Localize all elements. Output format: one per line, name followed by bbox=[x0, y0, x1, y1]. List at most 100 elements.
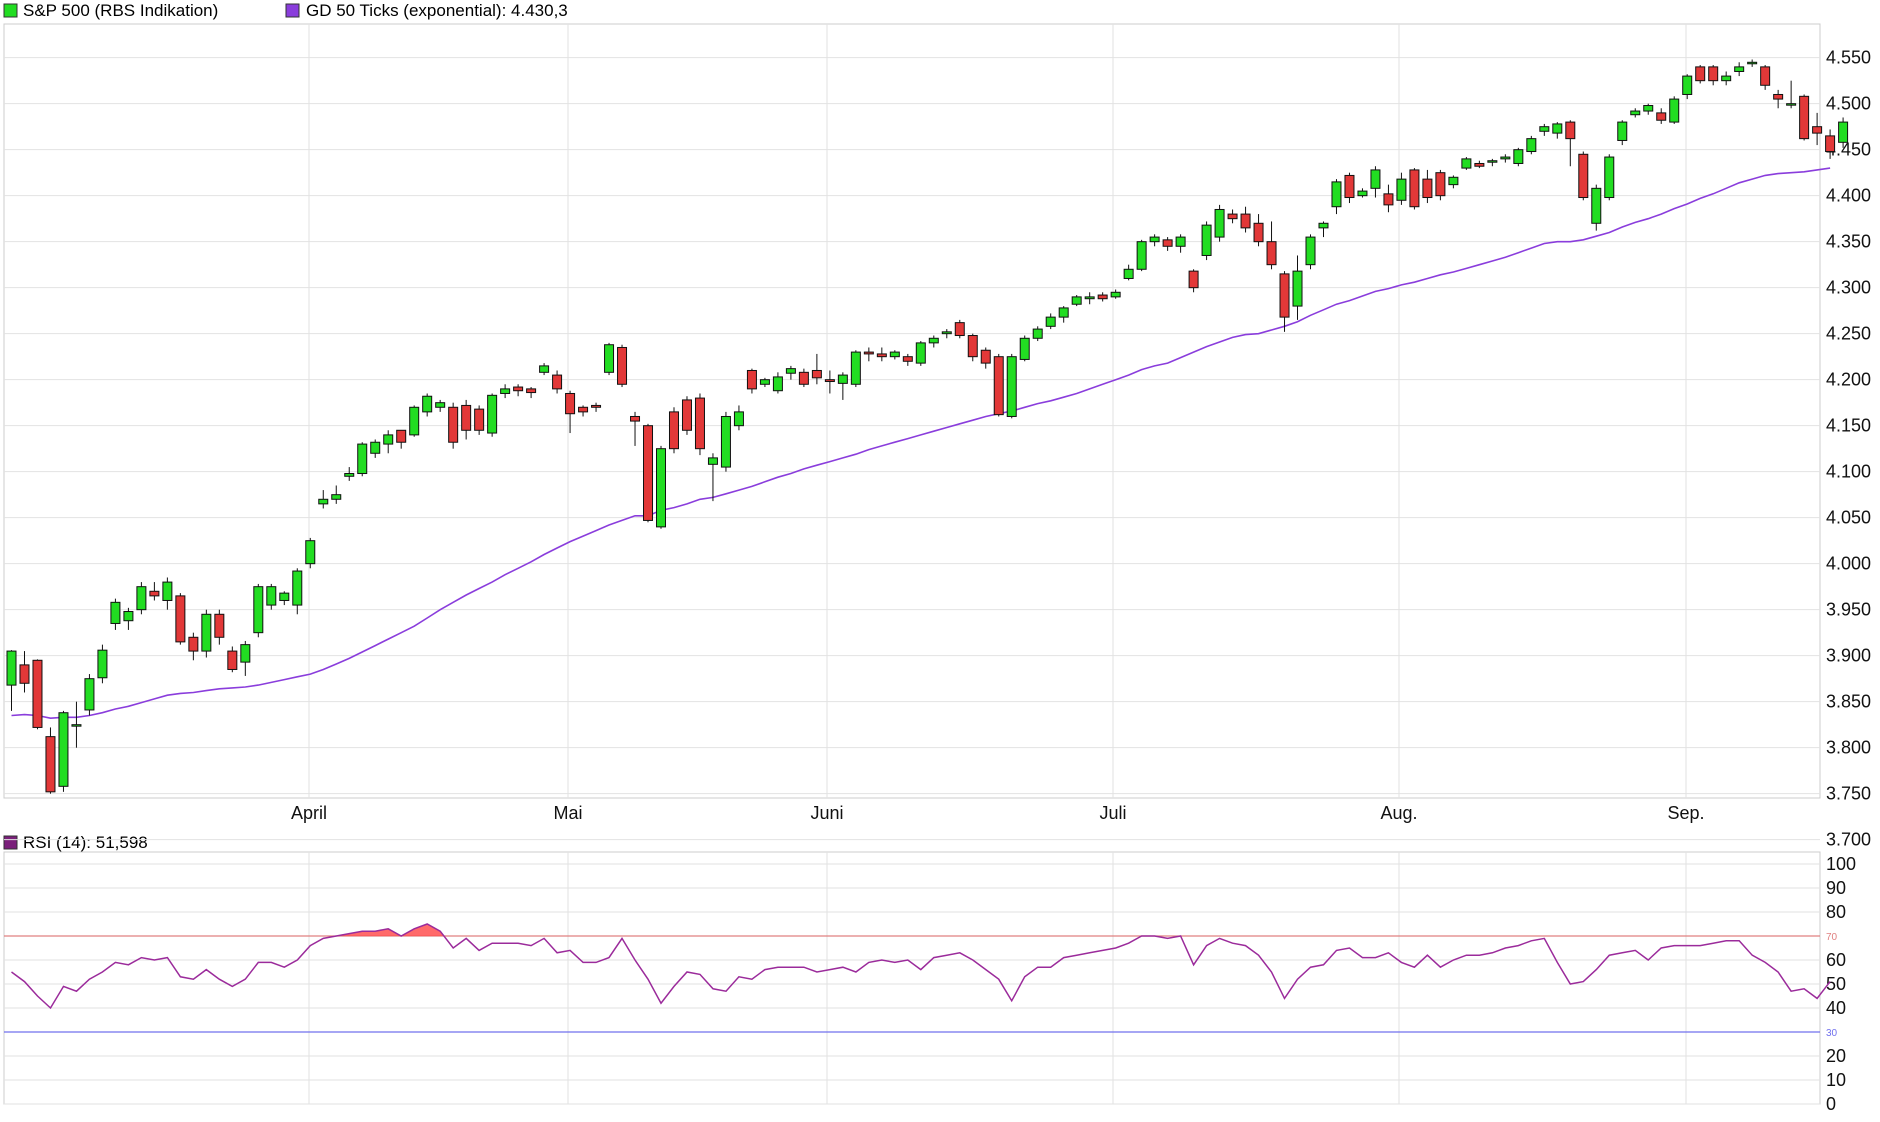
candle-body-up bbox=[136, 586, 147, 611]
candle bbox=[915, 341, 926, 366]
candle bbox=[1760, 65, 1771, 90]
x-tick-label: Sep. bbox=[1667, 803, 1704, 823]
price-tick-label: 4.550 bbox=[1826, 48, 1871, 68]
candle bbox=[1305, 234, 1316, 270]
candle-body-down bbox=[1383, 193, 1394, 206]
candle bbox=[1149, 234, 1160, 247]
candle bbox=[1357, 188, 1368, 198]
candle-body-down bbox=[967, 335, 978, 358]
candle bbox=[71, 701, 82, 748]
candle bbox=[1695, 65, 1706, 84]
candle-body-up bbox=[1331, 181, 1342, 208]
rsi-tick-label: 90 bbox=[1826, 878, 1846, 898]
candle bbox=[1721, 71, 1732, 86]
price-tick-label: 4.050 bbox=[1826, 508, 1871, 528]
candle-body-up bbox=[720, 415, 731, 468]
candle-body-up bbox=[656, 448, 666, 528]
candle-body-up bbox=[1110, 291, 1121, 298]
moving-average-line bbox=[11, 167, 1831, 720]
candle bbox=[331, 485, 342, 504]
candle-body-down bbox=[1578, 153, 1589, 199]
candle-body-down bbox=[1279, 273, 1290, 318]
candle bbox=[1084, 292, 1095, 305]
candle-body-down bbox=[746, 369, 757, 390]
candle-body-up bbox=[1500, 156, 1511, 160]
candle-body-down bbox=[1266, 241, 1277, 266]
candle bbox=[396, 429, 407, 449]
price-plot-frame bbox=[3, 23, 1821, 799]
candle-body-up bbox=[1006, 356, 1017, 417]
candle-body-up bbox=[6, 650, 17, 686]
candle bbox=[876, 347, 887, 362]
candle bbox=[811, 353, 822, 385]
candle-body-up bbox=[1019, 337, 1030, 360]
rsi-panel: 0 10 20 40 50 60 80 90 100 70 30 bbox=[3, 851, 1856, 1114]
candle bbox=[149, 582, 160, 601]
candle bbox=[720, 411, 731, 472]
candle bbox=[1604, 154, 1615, 201]
ma-legend-swatch bbox=[285, 3, 300, 18]
rsi-overbought-fill bbox=[336, 928, 402, 936]
candle bbox=[850, 350, 861, 388]
candle bbox=[448, 402, 459, 449]
rsi-tick-label: 80 bbox=[1826, 902, 1846, 922]
candle bbox=[1838, 117, 1849, 148]
rsi-tick-label: 0 bbox=[1826, 1094, 1836, 1114]
candle bbox=[1227, 209, 1238, 224]
candle-body-up bbox=[1617, 121, 1628, 141]
candle bbox=[1786, 80, 1797, 109]
candle-body-up bbox=[1630, 110, 1641, 116]
candle bbox=[552, 370, 563, 394]
candle bbox=[32, 659, 43, 730]
candle-body-up bbox=[422, 395, 433, 413]
candle bbox=[1799, 94, 1810, 141]
price-tick-label: 4.300 bbox=[1826, 278, 1871, 298]
price-tick-label: 4.000 bbox=[1826, 554, 1871, 574]
candle bbox=[162, 577, 173, 610]
candle-body-up bbox=[1071, 296, 1082, 305]
candle-body-down bbox=[396, 429, 407, 443]
candle-body-up bbox=[1357, 190, 1368, 197]
candle bbox=[1435, 169, 1446, 201]
candle-body-up bbox=[162, 581, 173, 601]
candle-body-up bbox=[772, 376, 783, 392]
candle bbox=[136, 582, 147, 615]
rsi-plot-frame bbox=[3, 851, 1821, 1105]
candle-body-up bbox=[928, 337, 939, 344]
price-tick-label: 3.800 bbox=[1826, 738, 1871, 758]
candle-body-down bbox=[474, 408, 485, 431]
candle-body-up bbox=[1643, 105, 1654, 112]
x-tick-label: Mai bbox=[553, 803, 582, 823]
candle bbox=[344, 467, 355, 481]
candle-body-down bbox=[993, 356, 1004, 416]
candle bbox=[1253, 214, 1264, 247]
candle-body-down bbox=[1760, 66, 1771, 86]
candle-body-up bbox=[915, 342, 926, 364]
candle bbox=[487, 393, 498, 437]
candle bbox=[1188, 269, 1199, 293]
price-legend: S&P 500 (RBS Indikation) GD 50 Ticks (ex… bbox=[3, 1, 568, 20]
candle-body-down bbox=[1240, 213, 1251, 229]
candle bbox=[1344, 172, 1355, 204]
candle bbox=[889, 350, 900, 360]
candle bbox=[19, 651, 30, 693]
rsi-legend-label: RSI (14): 51,598 bbox=[23, 833, 148, 852]
candle bbox=[318, 490, 329, 509]
candle bbox=[954, 319, 965, 339]
candle-body-up bbox=[1669, 98, 1680, 123]
candle bbox=[409, 405, 420, 437]
candle-body-up bbox=[435, 402, 446, 408]
candle-body-down bbox=[565, 392, 576, 415]
candle-body-down bbox=[149, 590, 160, 597]
candle-body-up bbox=[785, 368, 796, 374]
candle-body-down bbox=[876, 353, 887, 358]
candle bbox=[707, 453, 718, 502]
candle-body-up bbox=[1058, 307, 1069, 318]
price-tick-label: 3.700 bbox=[1826, 830, 1871, 850]
candle-body-up bbox=[279, 592, 290, 601]
rsi-y-axis: 0 10 20 40 50 60 80 90 100 bbox=[1826, 854, 1856, 1114]
candle bbox=[1812, 112, 1823, 146]
candle-body-up bbox=[1604, 156, 1615, 199]
candle bbox=[1565, 120, 1576, 167]
price-tick-label: 4.500 bbox=[1826, 94, 1871, 114]
